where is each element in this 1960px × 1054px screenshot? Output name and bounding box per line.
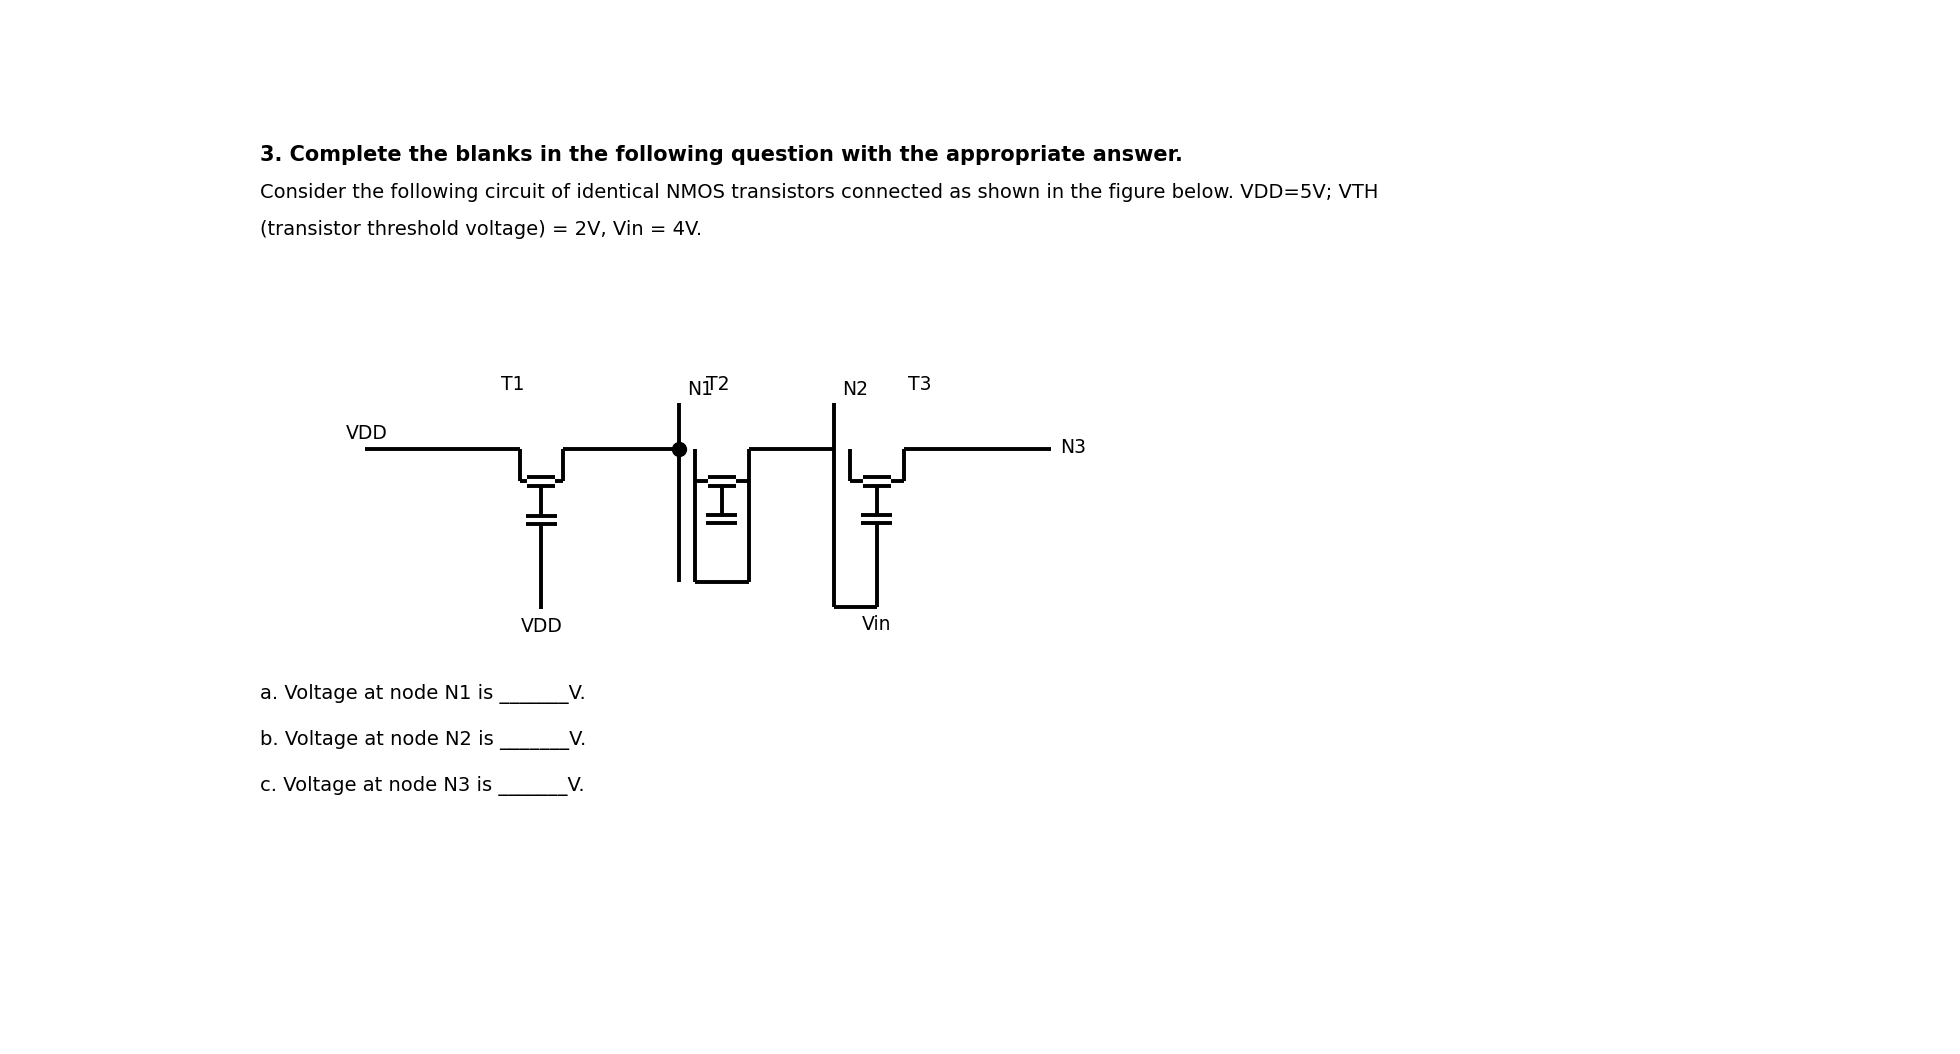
Text: c. Voltage at node N3 is _______V.: c. Voltage at node N3 is _______V. (261, 777, 586, 797)
Text: Consider the following circuit of identical NMOS transistors connected as shown : Consider the following circuit of identi… (261, 183, 1380, 202)
Text: a. Voltage at node N1 is _______V.: a. Voltage at node N1 is _______V. (261, 684, 586, 704)
Text: N2: N2 (841, 380, 868, 399)
Text: VDD: VDD (345, 424, 388, 443)
Text: N1: N1 (686, 380, 713, 399)
Text: VDD: VDD (521, 617, 563, 636)
Text: T1: T1 (500, 374, 523, 394)
Text: N3: N3 (1060, 438, 1086, 457)
Text: 3. Complete the blanks in the following question with the appropriate answer.: 3. Complete the blanks in the following … (261, 145, 1184, 165)
Text: Vin: Vin (862, 616, 892, 635)
Text: T2: T2 (706, 374, 729, 394)
Text: T3: T3 (907, 374, 931, 394)
Text: (transistor threshold voltage) = 2V, Vin = 4V.: (transistor threshold voltage) = 2V, Vin… (261, 219, 702, 238)
Text: b. Voltage at node N2 is _______V.: b. Voltage at node N2 is _______V. (261, 730, 586, 750)
